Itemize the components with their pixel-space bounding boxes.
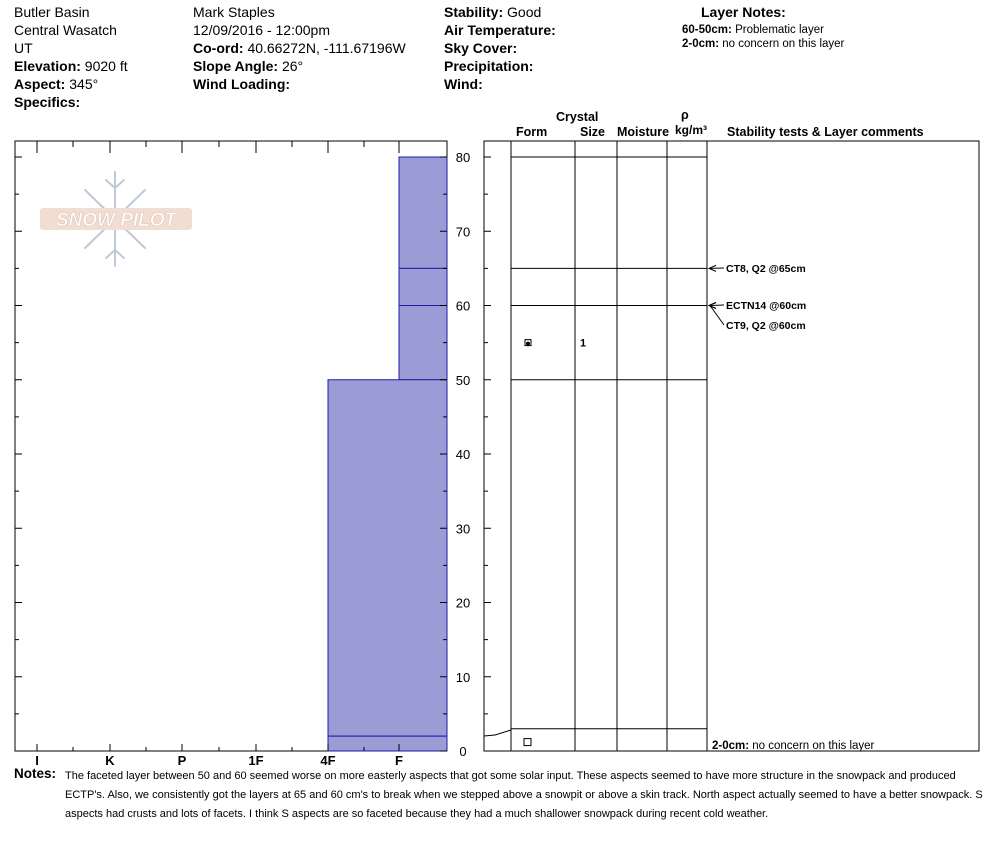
stability-test-label: CT8, Q2 @65cm (726, 263, 806, 275)
depth-axis: 0 10 20 30 40 50 60 70 80 (15, 150, 491, 759)
hardness-axis: I K P 1F 4F F (35, 141, 403, 768)
wind-label: Wind: (444, 76, 483, 92)
crystal-header: Crystal (556, 110, 599, 124)
state-name: UT (14, 40, 33, 56)
layer-note-text: no concern on this layer (722, 38, 845, 50)
stability-test-arrow (709, 304, 725, 306)
slope-field: Slope Angle: 26° (193, 57, 303, 75)
layer-connector (483, 729, 512, 737)
elevation-field: Elevation: 9020 ft (14, 57, 128, 75)
comments-header: Stability tests & Layer comments (727, 125, 924, 139)
coord-label: Co-ord: (193, 40, 244, 56)
stability-test-label: CT9, Q2 @60cm (726, 320, 806, 332)
stability-field: Stability: Good (444, 3, 541, 21)
location-name: Butler Basin (14, 4, 90, 20)
depth-tick-label: 0 (459, 744, 466, 759)
wind-loading-label: Wind Loading: (193, 76, 291, 92)
stability-test-arrowhead (707, 302, 717, 309)
layer-table: 1 (483, 141, 708, 751)
observation-datetime: 12/09/2016 - 12:00pm (193, 22, 330, 38)
bottom-comment-text: no concern on this layer (752, 740, 875, 752)
hardness-tick-label: K (105, 753, 115, 768)
hardness-profile (327, 156, 448, 752)
form-header: Form (516, 125, 548, 139)
layer-note-text: Problematic layer (735, 24, 824, 36)
hardness-bar (398, 267, 448, 306)
logo-text: SNOW PILOT (56, 210, 178, 231)
air-temp-field: Air Temperature: (444, 21, 556, 39)
hardness-bar (398, 156, 448, 269)
depth-tick-label: 80 (456, 150, 470, 165)
moisture-header: Moisture (617, 125, 670, 139)
depth-tick-label: 60 (456, 299, 470, 314)
slope-value: 26° (281, 58, 304, 74)
elevation-value: 9020 ft (84, 58, 128, 74)
slope-label: Slope Angle: (193, 58, 279, 74)
notes-label: Notes: (14, 766, 57, 781)
snowpilot-logo: SNOW PILOT (40, 171, 192, 267)
hardness-bar (327, 735, 448, 752)
layer-notes-title: Layer Notes: (701, 4, 786, 20)
stability-test-arrowhead (707, 264, 717, 272)
sky-cover-field: Sky Cover: (444, 39, 517, 57)
stability-value: Good (507, 4, 542, 20)
density-header: kg/m³ (675, 123, 708, 137)
aspect-field: Aspect: 345° (14, 75, 98, 93)
layer-note-2: 2-0cm: no concern on this layer (682, 37, 844, 51)
depth-tick-label: 10 (456, 670, 470, 685)
elevation-label: Elevation: (14, 58, 81, 74)
depth-tick-label: 30 (456, 521, 470, 536)
coord-field: Co-ord: 40.66272N, -111.67196W (193, 39, 406, 57)
wind-field: Wind: (444, 75, 483, 93)
precipitation-field: Precipitation: (444, 57, 533, 75)
hardness-tick-label: F (395, 753, 403, 768)
depth-tick-label: 20 (456, 596, 470, 611)
crystal-faceted-icon (523, 738, 532, 747)
depth-tick-label: 70 (456, 224, 470, 239)
stability-label: Stability: (444, 4, 504, 20)
aspect-label: Aspect: (14, 76, 66, 92)
wind-loading-field: Wind Loading: (193, 75, 290, 93)
depth-tick-label: 40 (456, 447, 470, 462)
hardness-tick-label: 4F (320, 753, 335, 768)
depth-tick-label: 50 (456, 373, 470, 388)
size-header: Size (580, 125, 606, 139)
hardness-tick-label: 1F (248, 753, 263, 768)
bottom-comment-range: 2-0cm: (712, 740, 750, 752)
rho-header: ρ (681, 108, 689, 122)
bottom-layer-comment: 2-0cm: no concern on this layer (712, 739, 874, 753)
hardness-tick-label: P (178, 753, 187, 768)
crystal-size-label: 1 (580, 338, 586, 350)
layer-note-range: 2-0cm: (682, 38, 720, 50)
specifics-label: Specifics: (14, 94, 81, 110)
notes-text: The faceted layer between 50 and 60 seem… (65, 770, 983, 820)
hardness-bar (398, 305, 448, 381)
hardness-bar (327, 379, 448, 737)
air-temp-label: Air Temperature: (444, 22, 556, 38)
specifics-field: Specifics: (14, 93, 80, 111)
hardness-tick-label: I (35, 753, 39, 768)
aspect-value: 345° (69, 76, 99, 92)
stability-test-label: ECTN14 @60cm (726, 300, 806, 312)
layer-note-1: 60-50cm: Problematic layer (682, 23, 824, 37)
coord-value: 40.66272N, -111.67196W (247, 40, 406, 56)
layer-note-range: 60-50cm: (682, 24, 732, 36)
stability-tests: CT8, Q2 @65cm ECTN14 @60cm CT9, Q2 @60cm (707, 263, 806, 332)
crystal-facet-rounding-icon (526, 341, 530, 346)
layer-table-frame (483, 140, 980, 752)
stability-test-arrow (709, 305, 725, 326)
observer-name: Mark Staples (193, 4, 275, 20)
range-name: Central Wasatch (14, 22, 117, 38)
precipitation-label: Precipitation: (444, 58, 534, 74)
sky-cover-label: Sky Cover: (444, 40, 518, 56)
